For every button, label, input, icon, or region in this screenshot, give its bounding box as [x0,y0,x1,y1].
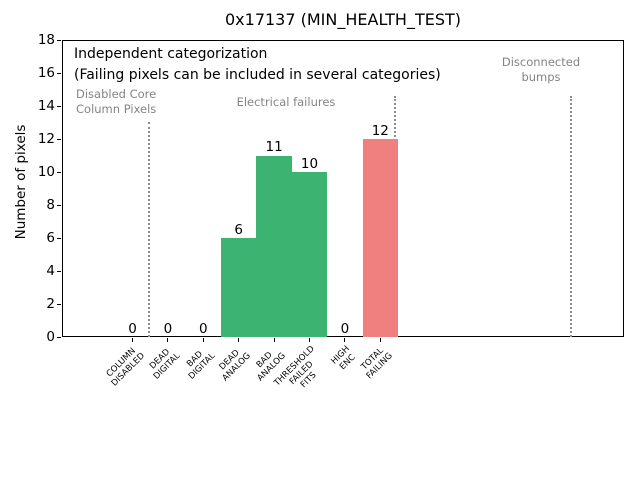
y-tick-label: 12 [37,130,55,147]
y-tick [57,204,61,206]
y-tick [57,336,61,338]
bar-value-label: 0 [128,320,137,337]
bar-value-label: 0 [163,320,173,337]
y-tick-label: 8 [46,196,55,213]
y-tick [57,39,61,41]
x-tick [238,338,240,342]
x-tick-label: BAD DIGITAL [185,349,218,382]
x-tick [132,338,133,342]
y-tick [57,237,61,239]
bar [291,172,328,337]
y-tick-label: 0 [46,328,55,345]
y-tick [57,72,61,74]
y-tick-label: 18 [37,31,55,48]
bar [221,238,257,337]
section-divider [570,96,572,337]
y-tick [57,171,61,173]
bar-value-label: 12 [371,122,389,139]
bar [256,155,292,337]
y-tick [57,138,61,140]
y-tick-label: 4 [46,262,55,279]
bar-value-label: 0 [340,320,350,337]
bar-value-label: 0 [199,320,208,337]
x-tick-label: COLUMN DISABLED [104,346,147,389]
x-tick [273,338,275,342]
x-tick-label: HIGH ENC [329,344,358,373]
plot-area-frame [62,40,624,337]
y-tick [57,105,61,107]
y-tick-label: 6 [46,229,55,246]
y-tick-label: 2 [46,295,55,312]
section-label-electrical-failures: Electrical failures [236,95,336,109]
y-tick-label: 16 [37,64,55,81]
section-label-disconnected-bumps: Disconnected bumps [501,55,581,84]
bar [362,139,398,337]
x-tick-label: DEAD ANALOG [217,348,253,384]
annotation-line1: Independent categorization [74,46,268,62]
chart-title: 0x17137 (MIN_HEALTH_TEST) [224,10,462,29]
y-tick [57,303,61,305]
bar-value-label: 6 [234,221,243,238]
y-tick-label: 14 [37,97,55,114]
bar-value-label: 11 [265,139,283,155]
y-tick-label: 10 [37,163,55,180]
x-tick [379,338,381,342]
x-tick [344,338,346,342]
x-tick-label: DEAD DIGITAL [147,347,183,382]
x-tick [167,338,169,342]
section-divider [148,122,150,337]
y-tick [57,270,61,272]
x-tick-label: TOTAL FAILING [359,345,395,382]
section-label-disabled-core: Disabled Core Column Pixels [76,87,157,116]
x-tick [202,338,204,342]
annotation-line2: (Failing pixels can be included in sever… [74,67,441,83]
x-tick [309,338,310,342]
bar-value-label: 10 [300,155,319,172]
